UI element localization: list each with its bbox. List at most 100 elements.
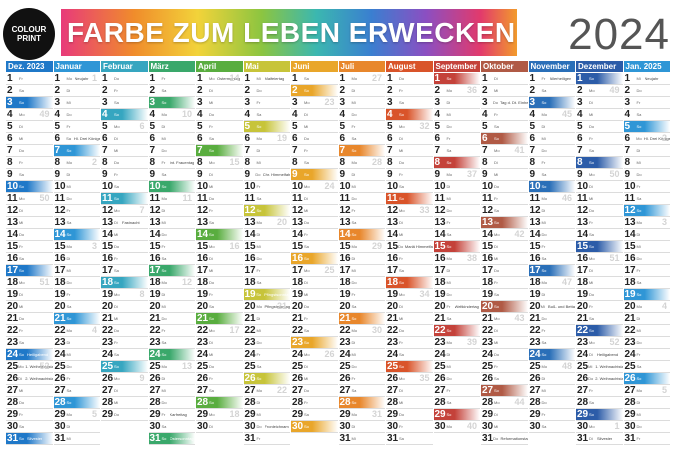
day-number: 16 (577, 253, 589, 264)
weekday-abbr: Di (304, 280, 308, 285)
weekday-abbr: Sa (256, 196, 262, 201)
day-cell: 8 Fr Int. Frauentag (148, 157, 195, 169)
weekday-abbr: Mo (446, 340, 453, 345)
day-number: 18 (339, 277, 351, 288)
day-cell: 4 Di (291, 109, 338, 121)
day-number: 31 (54, 433, 66, 444)
day-cell: 10 So (148, 181, 195, 193)
week-number: 5 (661, 385, 667, 395)
day-cell: 28 Mo 44 (481, 397, 528, 409)
weekday-abbr: Sa (494, 124, 499, 129)
weekday-abbr: Fr (66, 376, 71, 381)
day-number: 12 (339, 205, 351, 216)
day-number: 5 (577, 121, 583, 132)
day-number: 23 (624, 337, 636, 348)
day-number: 15 (197, 241, 209, 252)
day-number: 5 (387, 121, 393, 132)
weekday-abbr: Sa (209, 304, 214, 309)
day-number: 8 (482, 157, 488, 168)
day-cell: 17 Mi (196, 265, 243, 277)
weekday-abbr: So (256, 124, 262, 129)
day-number: 4 (434, 109, 441, 120)
weekday-abbr: Mo (304, 352, 310, 357)
weekday-abbr: Fr (636, 436, 641, 441)
month-column: November 1 Fr Allerheiligen 2 Sa 3 So 4 Mo 45 5 Di 6 M… (528, 61, 575, 449)
day-cell: 29 So (576, 409, 623, 421)
logo-line2: PRINT (17, 34, 41, 43)
day-number: 6 (482, 133, 488, 144)
week-number: 7 (139, 205, 145, 215)
day-cell: 14 Mi (101, 229, 148, 241)
day-cell: 15 So (576, 241, 623, 253)
day-number: 11 (149, 193, 161, 204)
day-cell: 29 Sa (291, 409, 338, 421)
day-number: 27 (102, 385, 114, 396)
weekday-abbr: Fr (161, 328, 166, 333)
weekday-abbr: So (209, 148, 214, 153)
weekday-abbr: Di (636, 148, 641, 153)
day-cell: 17 Mo 25 (291, 265, 338, 277)
day-cell: 13 Mo 20 (243, 217, 290, 229)
day-cell: 5 Mi (291, 121, 338, 133)
day-number: 7 (292, 145, 298, 156)
day-number: 14 (482, 229, 494, 240)
weekday-abbr: Mo (161, 196, 168, 201)
day-number: 9 (434, 169, 441, 180)
day-cell: 17 Di (433, 265, 480, 277)
weekday-abbr: Fr (19, 328, 23, 333)
day-cell: 28 Sa (433, 397, 480, 409)
month-header: Jan. 2025 (623, 61, 670, 72)
day-cell: 28 Do (528, 397, 575, 409)
weekday-abbr: Sa (399, 352, 404, 357)
day-cell: 2 Di (338, 85, 385, 97)
month-header: Dezember (576, 61, 623, 72)
day-cell: 1 Mo Neujahr 1 (53, 73, 100, 85)
weekday-abbr: Do (351, 112, 357, 117)
day-cell: 9 Fr (101, 169, 148, 181)
weekday-abbr: So (19, 100, 24, 105)
weekday-abbr: Di (66, 172, 71, 177)
day-number: 21 (624, 313, 636, 324)
weekday-abbr: Di (256, 148, 261, 153)
weekday-abbr: Sa (161, 424, 167, 429)
day-number: 2 (197, 85, 203, 96)
day-number: 7 (624, 145, 631, 156)
weekday-abbr: Fr (161, 160, 166, 165)
weekday-abbr: Mo (18, 364, 24, 369)
weekday-abbr: Di (351, 340, 356, 345)
day-number: 10 (149, 181, 161, 192)
day-cell: 10 Mi (338, 181, 385, 193)
weekday-abbr: So (161, 268, 167, 273)
weekday-abbr: Do (588, 376, 594, 381)
day-number: 30 (244, 421, 256, 432)
day-cell: 13 Mi (6, 217, 53, 229)
day-number: 12 (434, 205, 446, 216)
day-cell: 28 So (338, 397, 385, 409)
day-cell: 26 Mo 35 (386, 373, 433, 385)
day-cell: 24 So Heiligabend (6, 349, 53, 361)
day-cell: 12 Fr (53, 205, 100, 217)
week-number: 32 (419, 121, 430, 131)
weekday-abbr: Do (636, 340, 642, 345)
weekday-abbr: Mi (209, 268, 214, 273)
day-number: 4 (149, 109, 156, 120)
day-cell: 10 So (6, 181, 53, 193)
day-number: 19 (339, 289, 351, 300)
day-number: 26 (7, 373, 19, 384)
weekday-abbr: So (209, 232, 214, 237)
day-number: 3 (102, 97, 108, 108)
day-number: 1 (529, 73, 536, 84)
day-number: 11 (339, 193, 351, 204)
day-number: 25 (7, 361, 19, 372)
day-cell: 22 Do (101, 325, 148, 337)
day-number: 3 (434, 97, 441, 108)
weekday-abbr: Di (541, 124, 546, 129)
weekday-abbr: Mo (399, 208, 405, 213)
weekday-abbr: Sa (66, 220, 72, 225)
day-number: 7 (482, 145, 488, 156)
day-cell: 21 So (53, 313, 100, 325)
day-cell: 3 Mo 23 (291, 97, 338, 109)
day-number: 26 (54, 373, 66, 384)
day-number: 17 (577, 265, 589, 276)
week-number: 28 (371, 157, 382, 167)
